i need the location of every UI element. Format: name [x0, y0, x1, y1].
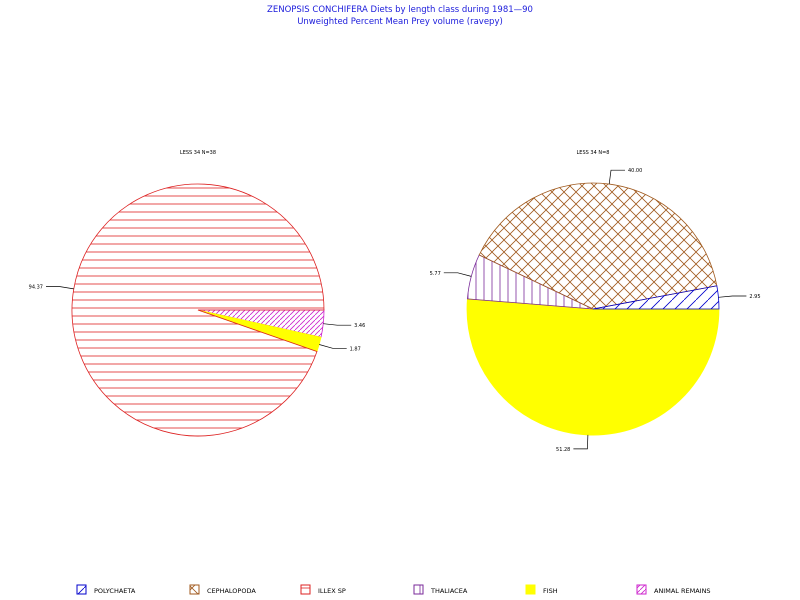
chart-title: ZENOPSIS CONCHIFERA Diets by length clas… — [267, 5, 533, 15]
leader-line — [573, 434, 589, 450]
pie-slice-fish — [466, 298, 720, 436]
legend-swatch — [189, 584, 200, 595]
pie-chart-1: LESS 34 N=38 3.46 1.87 94.37 — [29, 150, 365, 437]
legend-item-fish: FISH — [525, 584, 558, 595]
chart-subtitle: Unweighted Percent Mean Prey volume (rav… — [297, 17, 503, 27]
legend-swatch — [525, 584, 536, 595]
legend-label: THALIACEA — [430, 587, 468, 595]
legend-label: POLYCHAETA — [94, 587, 136, 595]
legend: POLYCHAETA CEPHALOPODA ILLEX SP THALIACEA FI… — [76, 584, 711, 595]
leader-line — [608, 169, 625, 185]
pie-slice-cephalopoda — [478, 182, 718, 310]
legend-label: ANIMAL REMAINS — [654, 587, 711, 595]
legend-label: CEPHALOPODA — [207, 587, 256, 595]
pie-chart-2: LESS 34 N=8 51.28 5.77 40.00 2.95 — [430, 150, 761, 453]
leader-line — [718, 295, 747, 298]
pie-label: LESS 34 N=8 — [577, 150, 610, 156]
pie-slice-polychaeta — [592, 285, 720, 310]
leader-line — [319, 344, 347, 349]
pie-slice-illex-sp — [71, 183, 325, 437]
slice-value-label: 2.95 — [749, 294, 760, 300]
leader-line — [46, 286, 74, 290]
pie-charts: LESS 34 N=38 3.46 1.87 94.37 LESS 34 N=8 51.2… — [29, 150, 761, 453]
leader-line — [443, 272, 472, 277]
slice-value-label: 3.46 — [354, 323, 365, 329]
pie-label: LESS 34 N=38 — [180, 150, 216, 156]
slice-value-label: 94.37 — [29, 285, 43, 291]
legend-swatch — [76, 584, 87, 595]
legend-label: FISH — [543, 587, 558, 595]
legend-item-thaliacea: THALIACEA — [413, 584, 468, 595]
slice-value-label: 1.87 — [350, 346, 361, 352]
legend-label: ILLEX SP — [318, 587, 346, 595]
legend-item-illex-sp: ILLEX SP — [300, 584, 346, 595]
legend-swatch — [300, 584, 311, 595]
legend-item-animal-remains: ANIMAL REMAINS — [636, 584, 711, 595]
slice-value-label: 51.28 — [556, 447, 570, 453]
legend-item-cephalopoda: CEPHALOPODA — [189, 584, 256, 595]
leader-line — [323, 323, 352, 326]
legend-item-polychaeta: POLYCHAETA — [76, 584, 136, 595]
slice-value-label: 5.77 — [430, 271, 441, 277]
legend-swatch — [413, 584, 424, 595]
legend-swatch — [636, 584, 647, 595]
slice-value-label: 40.00 — [628, 168, 642, 174]
